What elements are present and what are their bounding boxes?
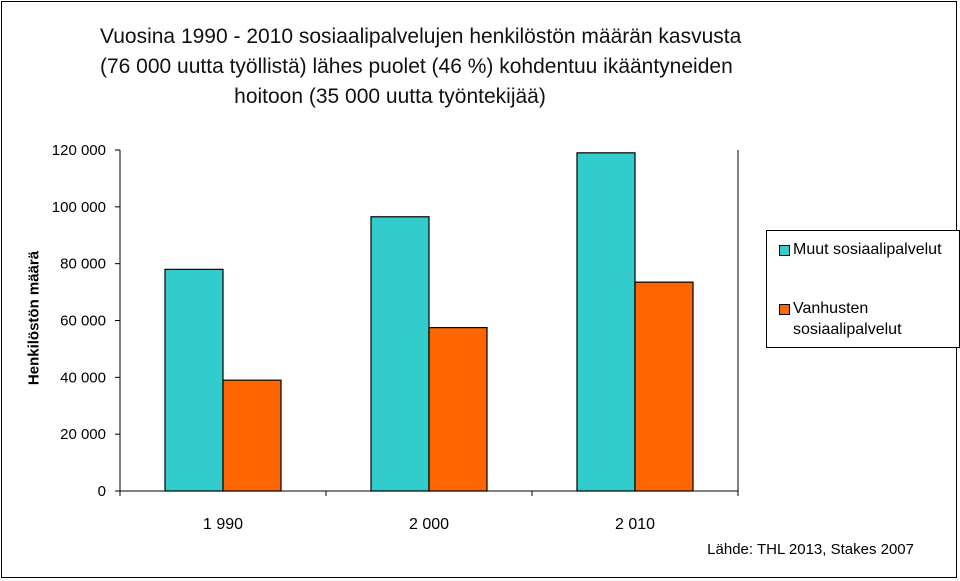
legend-swatch-vanhusten bbox=[779, 304, 790, 315]
y-tick-label: 0 bbox=[98, 483, 106, 500]
chart-title-line-2: (76 000 uutta työllistä) lähes puolet (4… bbox=[100, 55, 733, 78]
bar bbox=[164, 268, 224, 492]
legend-label-muut: Muut sosiaalipalvelut bbox=[793, 241, 942, 258]
y-tick-label: 20 000 bbox=[60, 426, 106, 443]
bar bbox=[428, 327, 488, 492]
chart-title-line-3: hoitoon (35 000 uutta työntekijää) bbox=[234, 85, 546, 108]
y-tick-label: 120 000 bbox=[52, 142, 106, 159]
bar bbox=[370, 216, 430, 492]
chart-title-line-1: Vuosina 1990 - 2010 sosiaalipalvelujen h… bbox=[100, 25, 742, 48]
x-tick-label: 2 000 bbox=[409, 516, 449, 533]
legend-label-vanhusten: Vanhusten sosiaalipalvelut bbox=[793, 300, 902, 338]
chart-legend: Muut sosiaalipalvelut Vanhusten sosiaali… bbox=[766, 230, 960, 348]
legend-swatch-muut bbox=[779, 245, 790, 256]
y-tick-label: 80 000 bbox=[60, 256, 106, 273]
y-tick-label: 100 000 bbox=[52, 199, 106, 216]
source-note: Lähde: THL 2013, Stakes 2007 bbox=[707, 541, 914, 558]
bar bbox=[634, 281, 694, 492]
chart-title: Vuosina 1990 - 2010 sosiaalipalvelujen h… bbox=[100, 22, 742, 112]
bar bbox=[222, 379, 282, 492]
y-tick-label: 40 000 bbox=[60, 369, 106, 386]
x-tick-label: 1 990 bbox=[203, 516, 243, 533]
x-tick-label: 2 010 bbox=[615, 516, 655, 533]
bar bbox=[576, 152, 636, 492]
y-tick-label: 60 000 bbox=[60, 313, 106, 330]
